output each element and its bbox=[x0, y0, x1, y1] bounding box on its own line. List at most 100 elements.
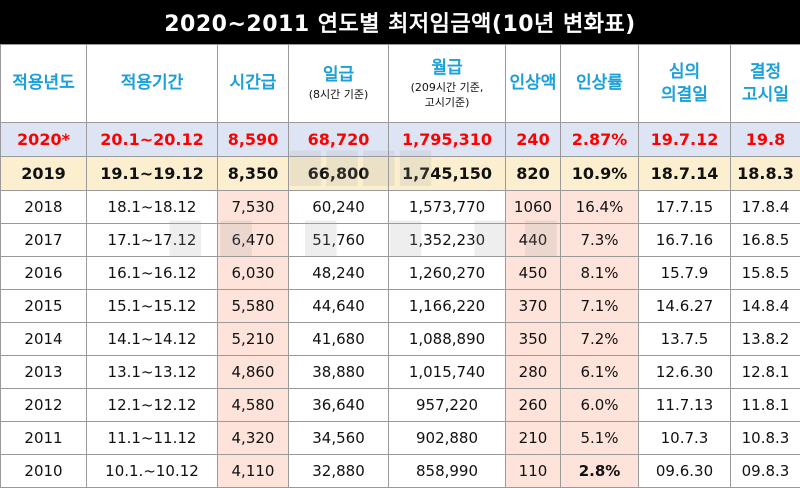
cell-notice: 17.8.4 bbox=[731, 191, 800, 224]
cell-hourly: 6,030 bbox=[218, 257, 289, 290]
header-notice-line1: 결정 bbox=[731, 61, 800, 84]
cell-hourly: 7,530 bbox=[218, 191, 289, 224]
cell-rate: 7.3% bbox=[561, 224, 639, 257]
cell-rate: 2.87% bbox=[561, 123, 639, 157]
cell-monthly: 1,352,230 bbox=[389, 224, 506, 257]
cell-rate: 2.8% bbox=[561, 455, 639, 488]
cell-year: 2012 bbox=[1, 389, 87, 422]
table-row-2012: 2012 12.1~12.12 4,580 36,640 957,220 260… bbox=[1, 389, 800, 422]
cell-hourly: 6,470 bbox=[218, 224, 289, 257]
table-header-row: 적용년도 적용기간 시간급 일급 (8시간 기준) 월급 (209시간 기준, … bbox=[1, 45, 800, 123]
cell-hourly: 4,860 bbox=[218, 356, 289, 389]
cell-daily: 41,680 bbox=[289, 323, 389, 356]
cell-hourly: 5,580 bbox=[218, 290, 289, 323]
cell-rate: 7.2% bbox=[561, 323, 639, 356]
cell-raise: 240 bbox=[506, 123, 561, 157]
wage-table: 적용년도 적용기간 시간급 일급 (8시간 기준) 월급 (209시간 기준, … bbox=[0, 44, 800, 488]
cell-monthly: 1,745,150 bbox=[389, 157, 506, 191]
cell-period: 11.1~11.12 bbox=[87, 422, 218, 455]
header-notice-line2: 고시일 bbox=[731, 84, 800, 107]
header-period: 적용기간 bbox=[87, 45, 218, 123]
header-monthly-label: 월급 bbox=[389, 57, 505, 80]
cell-period: 20.1~20.12 bbox=[87, 123, 218, 157]
cell-monthly: 858,990 bbox=[389, 455, 506, 488]
header-daily: 일급 (8시간 기준) bbox=[289, 45, 389, 123]
cell-monthly: 1,795,310 bbox=[389, 123, 506, 157]
cell-daily: 38,880 bbox=[289, 356, 389, 389]
cell-monthly: 1,166,220 bbox=[389, 290, 506, 323]
cell-year: 2011 bbox=[1, 422, 87, 455]
header-daily-label: 일급 bbox=[289, 64, 388, 87]
cell-hourly: 8,590 bbox=[218, 123, 289, 157]
cell-year: 2016 bbox=[1, 257, 87, 290]
header-decision-line2: 의결일 bbox=[639, 84, 730, 107]
cell-raise: 350 bbox=[506, 323, 561, 356]
header-monthly-sub1: (209시간 기준, bbox=[389, 80, 505, 95]
table-row-2017: 2017 17.1~17.12 6,470 51,760 1,352,230 4… bbox=[1, 224, 800, 257]
cell-period: 10.1.~10.12 bbox=[87, 455, 218, 488]
header-year: 적용년도 bbox=[1, 45, 87, 123]
cell-daily: 60,240 bbox=[289, 191, 389, 224]
cell-period: 13.1~13.12 bbox=[87, 356, 218, 389]
cell-decision: 18.7.14 bbox=[639, 157, 731, 191]
cell-period: 18.1~18.12 bbox=[87, 191, 218, 224]
table-row-2016: 2016 16.1~16.12 6,030 48,240 1,260,270 4… bbox=[1, 257, 800, 290]
cell-notice: 15.8.5 bbox=[731, 257, 800, 290]
cell-notice: 16.8.5 bbox=[731, 224, 800, 257]
header-decision-line1: 심의 bbox=[639, 61, 730, 84]
cell-raise: 210 bbox=[506, 422, 561, 455]
cell-year: 2013 bbox=[1, 356, 87, 389]
cell-raise: 440 bbox=[506, 224, 561, 257]
cell-daily: 68,720 bbox=[289, 123, 389, 157]
cell-year: 2018 bbox=[1, 191, 87, 224]
cell-period: 16.1~16.12 bbox=[87, 257, 218, 290]
cell-year: 2019 bbox=[1, 157, 87, 191]
cell-hourly: 8,350 bbox=[218, 157, 289, 191]
cell-period: 12.1~12.12 bbox=[87, 389, 218, 422]
cell-monthly: 1,573,770 bbox=[389, 191, 506, 224]
cell-notice: 09.8.3 bbox=[731, 455, 800, 488]
cell-rate: 16.4% bbox=[561, 191, 639, 224]
table-row-2020: 2020* 20.1~20.12 8,590 68,720 1,795,310 … bbox=[1, 123, 800, 157]
cell-decision: 10.7.3 bbox=[639, 422, 731, 455]
table-row-2015: 2015 15.1~15.12 5,580 44,640 1,166,220 3… bbox=[1, 290, 800, 323]
cell-year: 2015 bbox=[1, 290, 87, 323]
cell-notice: 11.8.1 bbox=[731, 389, 800, 422]
table-row-2019: 2019 19.1~19.12 8,350 66,800 1,745,150 8… bbox=[1, 157, 800, 191]
cell-daily: 36,640 bbox=[289, 389, 389, 422]
cell-decision: 16.7.16 bbox=[639, 224, 731, 257]
cell-notice: 14.8.4 bbox=[731, 290, 800, 323]
header-hourly: 시간급 bbox=[218, 45, 289, 123]
cell-decision: 14.6.27 bbox=[639, 290, 731, 323]
table-row-2018: 2018 18.1~18.12 7,530 60,240 1,573,770 1… bbox=[1, 191, 800, 224]
cell-daily: 48,240 bbox=[289, 257, 389, 290]
cell-notice: 10.8.3 bbox=[731, 422, 800, 455]
cell-raise: 450 bbox=[506, 257, 561, 290]
cell-monthly: 902,880 bbox=[389, 422, 506, 455]
cell-daily: 51,760 bbox=[289, 224, 389, 257]
cell-monthly: 1,088,890 bbox=[389, 323, 506, 356]
cell-rate: 8.1% bbox=[561, 257, 639, 290]
cell-period: 19.1~19.12 bbox=[87, 157, 218, 191]
table-row-2014: 2014 14.1~14.12 5,210 41,680 1,088,890 3… bbox=[1, 323, 800, 356]
cell-raise: 260 bbox=[506, 389, 561, 422]
header-monthly: 월급 (209시간 기준, 고시기준) bbox=[389, 45, 506, 123]
header-raise: 인상액 bbox=[506, 45, 561, 123]
cell-daily: 66,800 bbox=[289, 157, 389, 191]
table-row-2011: 2011 11.1~11.12 4,320 34,560 902,880 210… bbox=[1, 422, 800, 455]
cell-notice: 19.8 bbox=[731, 123, 800, 157]
header-daily-sub: (8시간 기준) bbox=[289, 87, 388, 102]
cell-monthly: 1,260,270 bbox=[389, 257, 506, 290]
cell-rate: 6.0% bbox=[561, 389, 639, 422]
table-row-2010: 2010 10.1.~10.12 4,110 32,880 858,990 11… bbox=[1, 455, 800, 488]
minimum-wage-table-page: 2020~2011 연도별 최저임금액(10년 변화표) 적용년도 적용기간 시… bbox=[0, 0, 800, 468]
cell-hourly: 4,320 bbox=[218, 422, 289, 455]
cell-rate: 7.1% bbox=[561, 290, 639, 323]
cell-monthly: 1,015,740 bbox=[389, 356, 506, 389]
cell-rate: 6.1% bbox=[561, 356, 639, 389]
cell-notice: 12.8.1 bbox=[731, 356, 800, 389]
cell-decision: 11.7.13 bbox=[639, 389, 731, 422]
header-notice: 결정 고시일 bbox=[731, 45, 800, 123]
cell-decision: 12.6.30 bbox=[639, 356, 731, 389]
cell-daily: 32,880 bbox=[289, 455, 389, 488]
